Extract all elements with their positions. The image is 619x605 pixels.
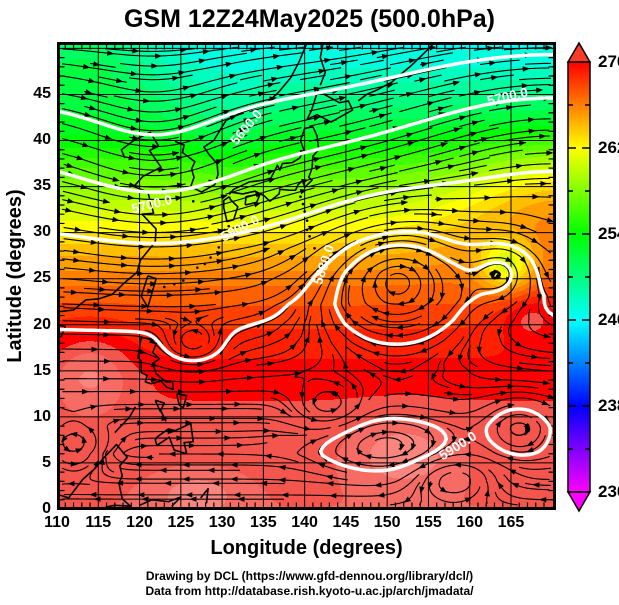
- map-canvas: [60, 45, 553, 507]
- colorbar-tick-label: 262: [598, 138, 619, 157]
- y-tick-label: 10: [33, 407, 51, 425]
- y-tick-label: 0: [42, 500, 51, 517]
- y-tick-label: 35: [33, 177, 51, 195]
- y-tick-label: 40: [33, 131, 51, 149]
- x-axis-title: Longitude (degrees): [210, 537, 403, 559]
- map-plot-area: [57, 42, 556, 510]
- y-tick-label: 20: [33, 315, 51, 333]
- x-tick-label: 135: [249, 514, 277, 531]
- x-tick-label: 120: [126, 514, 153, 531]
- y-tick-label: 25: [33, 269, 51, 287]
- y-tick-label: 5: [42, 453, 51, 471]
- credit-line-2: Data from http://database.rish.kyoto-u.a…: [145, 584, 474, 598]
- y-tick-label: 30: [33, 223, 51, 241]
- x-tick-label: 165: [497, 514, 525, 531]
- x-tick-label: 110: [44, 514, 70, 531]
- x-tick-label: 125: [167, 514, 195, 531]
- x-tick-label: 145: [332, 514, 360, 531]
- credit-line-1: Drawing by DCL (https://www.gfd-dennou.o…: [145, 569, 474, 583]
- x-tick-label: 150: [373, 514, 401, 531]
- y-tick-label: 15: [33, 361, 51, 379]
- x-tick-label: 130: [208, 514, 236, 531]
- colorbar-tick-label: 246: [598, 310, 619, 329]
- colorbar-tick-label: 238: [598, 396, 619, 415]
- x-tick-label: 115: [85, 514, 112, 531]
- colorbar-tick-label: 230: [598, 482, 619, 501]
- colorbar-tick-label: 270: [598, 52, 619, 71]
- x-tick-label: 160: [456, 514, 484, 531]
- x-tick-label: 140: [291, 514, 318, 531]
- chart-title: GSM 12Z24May2025 (500.0hPa): [123, 5, 496, 33]
- colorbar: [564, 40, 594, 514]
- colorbar-canvas: [564, 40, 594, 514]
- x-tick-label: 155: [415, 514, 442, 531]
- colorbar-tick-label: 254: [598, 224, 619, 243]
- y-tick-label: 45: [33, 85, 51, 102]
